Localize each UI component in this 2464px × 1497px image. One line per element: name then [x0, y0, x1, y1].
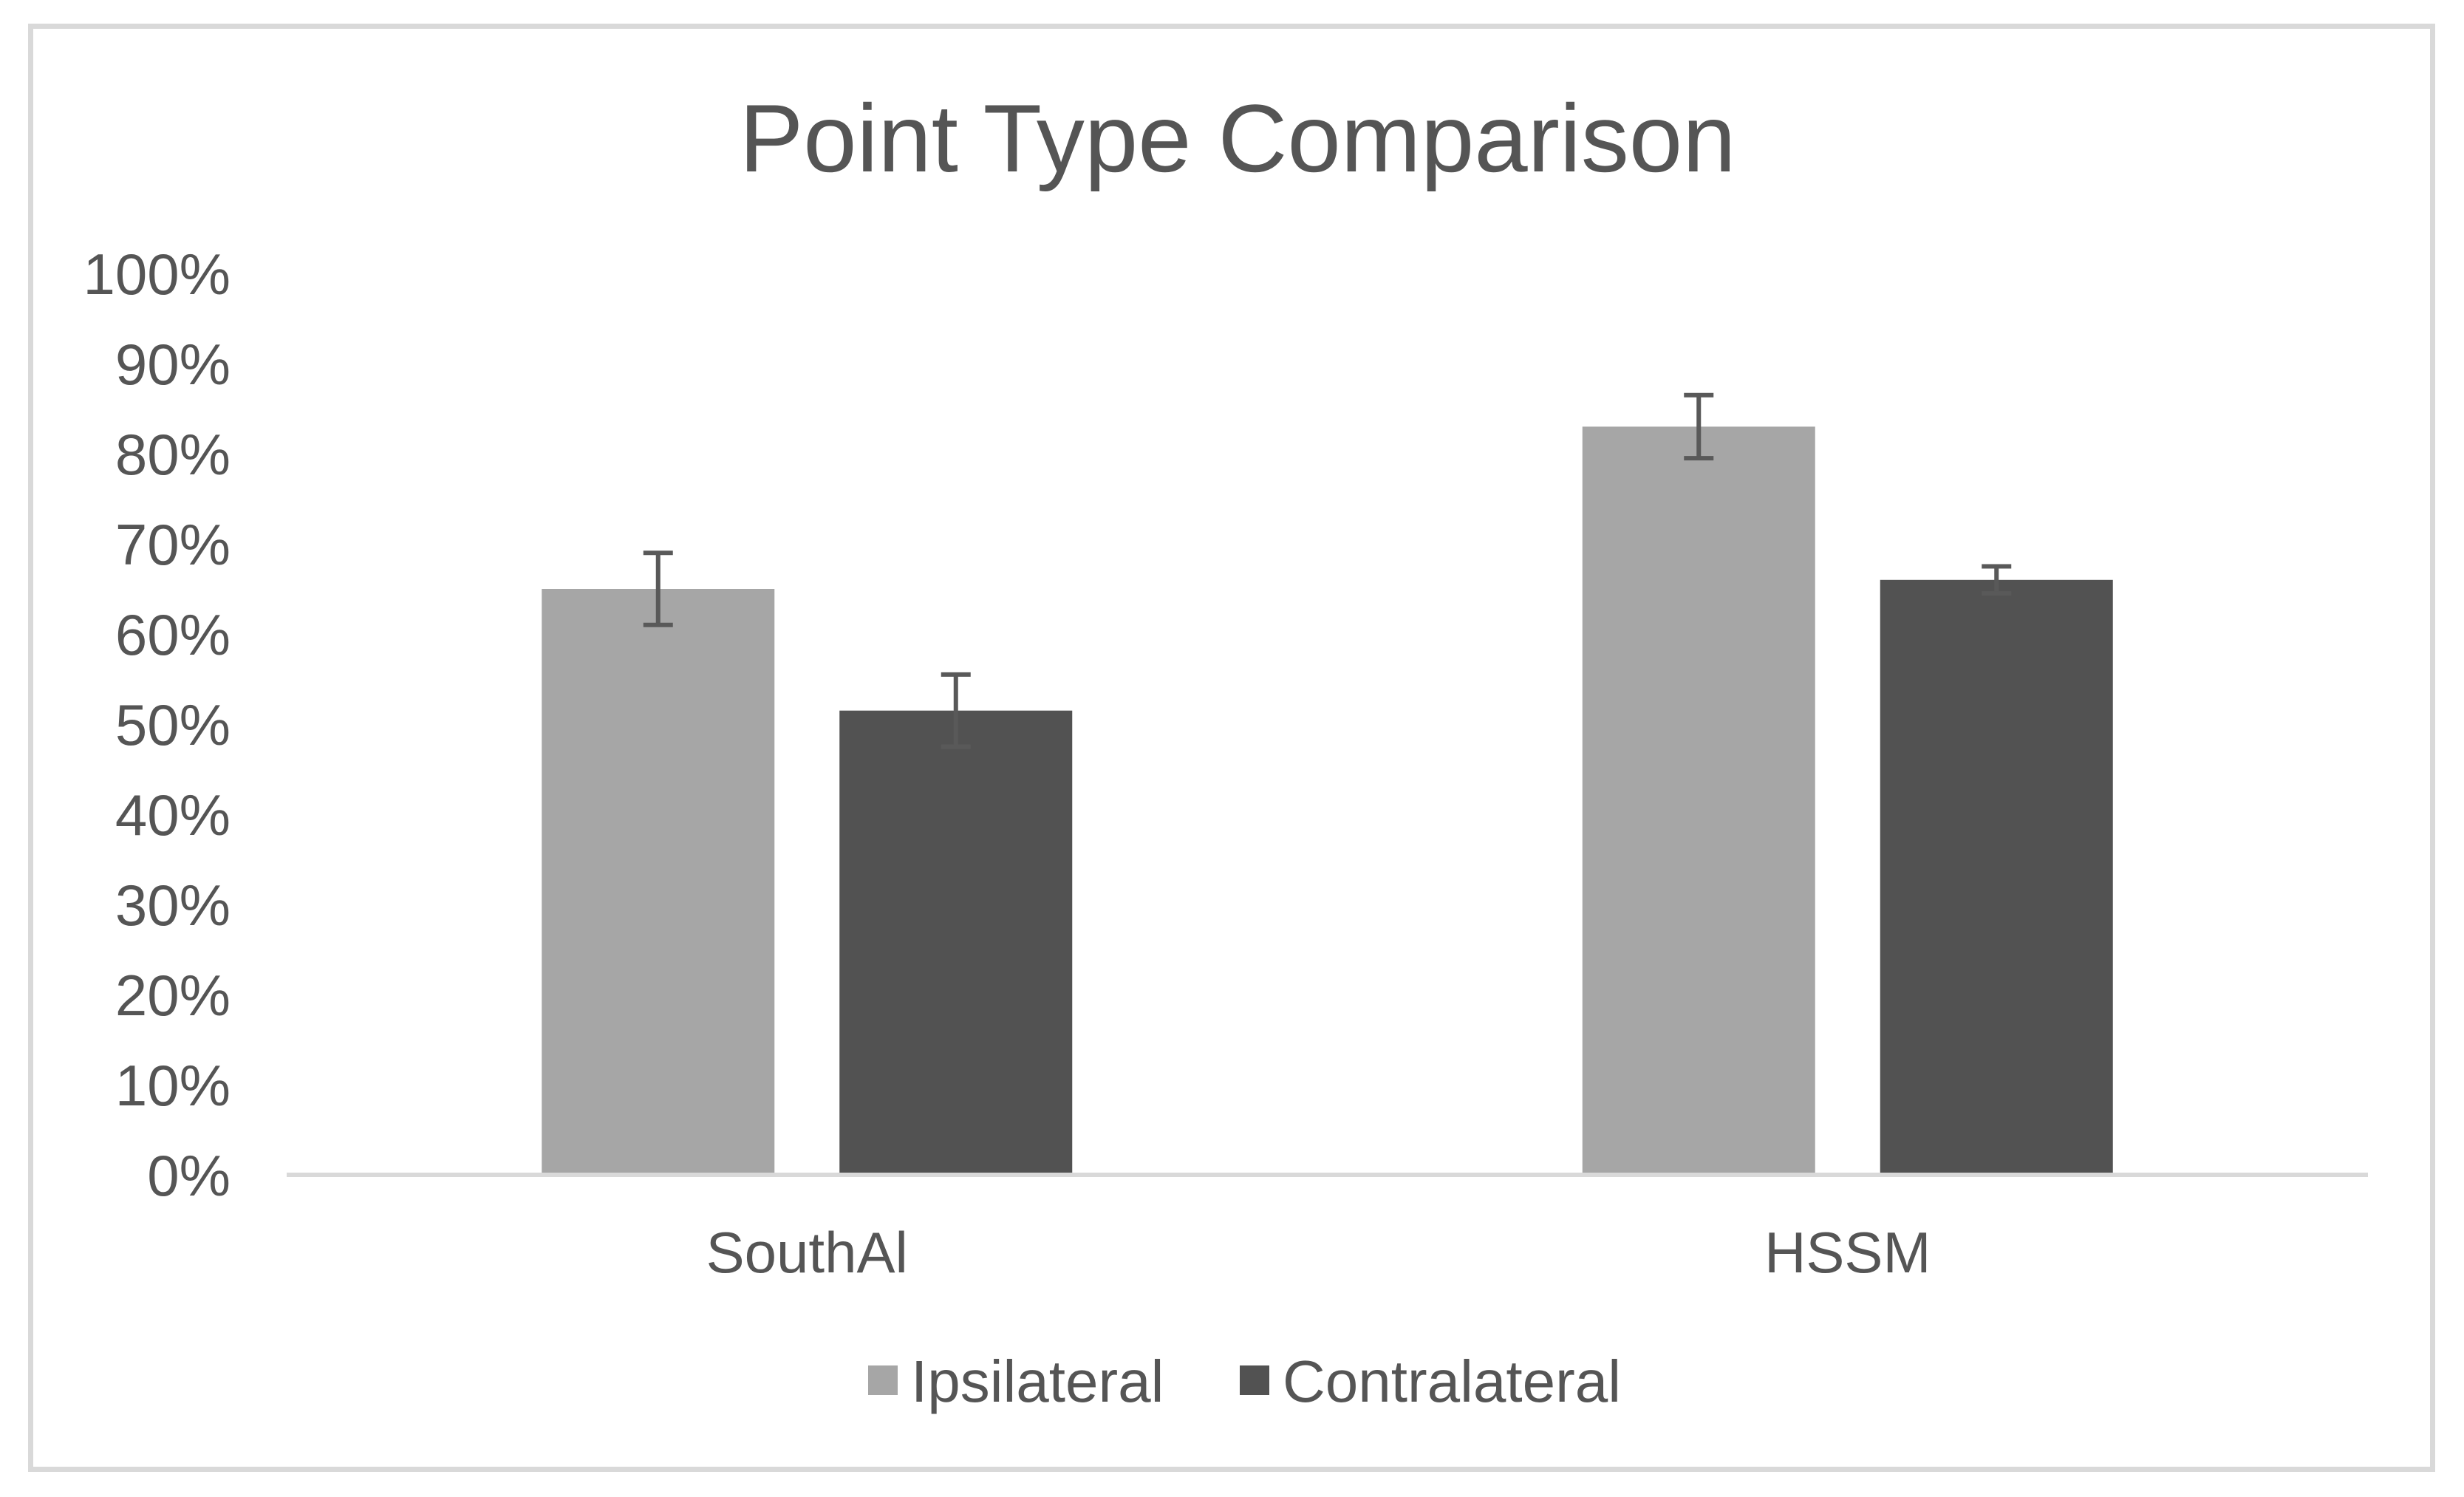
legend-label-contralateral: Contralateral — [1283, 1348, 1621, 1414]
y-tick-label: 20% — [115, 963, 231, 1028]
legend-swatch-ipsilateral — [868, 1365, 898, 1395]
legend-swatch-contralateral — [1240, 1365, 1269, 1395]
error-bars — [643, 392, 2012, 749]
y-tick-label: 60% — [115, 602, 231, 667]
bar-contralateral-hssm — [1880, 579, 2113, 1173]
legend: Ipsilateral Contralateral — [868, 1348, 1621, 1414]
bar-ipsilateral-hssm — [1582, 426, 1815, 1173]
bars — [542, 426, 2113, 1173]
y-tick-label: 40% — [115, 782, 231, 848]
chart-title: Point Type Comparison — [740, 84, 1736, 192]
y-tick-label: 90% — [115, 332, 231, 397]
bar-ipsilateral-southal — [542, 589, 775, 1173]
y-tick-label: 70% — [115, 512, 231, 577]
y-axis-labels: 0% 10% 20% 30% 40% 50% 60% 70% 80% 90% 100% — [83, 242, 231, 1208]
y-tick-label: 10% — [115, 1053, 231, 1118]
y-tick-label: 50% — [115, 692, 231, 757]
y-tick-label: 80% — [115, 422, 231, 487]
category-label: SouthAl — [706, 1220, 908, 1285]
bar-contralateral-southal — [839, 710, 1073, 1173]
y-tick-label: 30% — [115, 873, 231, 938]
category-labels: SouthAl HSSM — [706, 1220, 1931, 1285]
y-tick-label: 100% — [83, 242, 231, 307]
y-tick-label: 0% — [147, 1143, 231, 1208]
legend-label-ipsilateral: Ipsilateral — [911, 1348, 1164, 1414]
category-label: HSSM — [1764, 1220, 1931, 1285]
